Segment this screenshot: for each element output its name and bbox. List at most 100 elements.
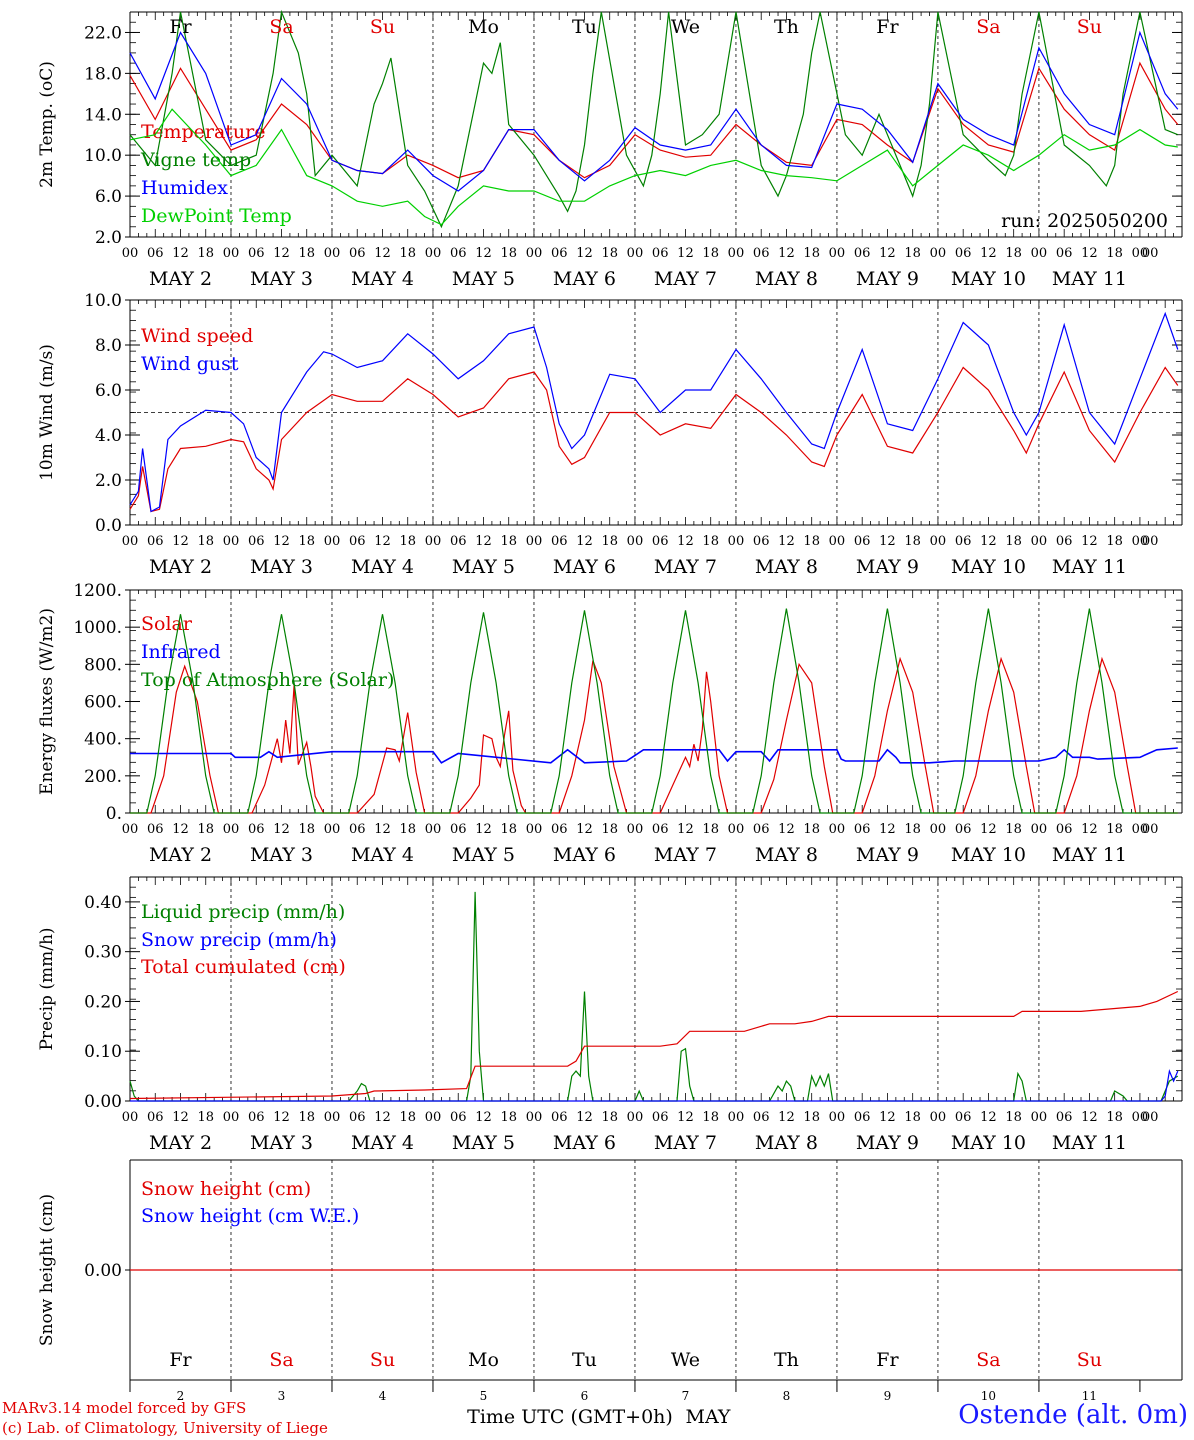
- x-tick-label: 00: [1132, 1110, 1149, 1125]
- station-name: Ostende (alt. 0m): [958, 1400, 1188, 1430]
- x-tick-label: 18: [1106, 1110, 1123, 1125]
- day-name-label: We: [671, 16, 700, 38]
- x-date-label: MAY 9: [856, 268, 919, 290]
- x-date-label: MAY 4: [351, 556, 414, 578]
- day-name-label: Tu: [572, 1349, 597, 1371]
- x-tick-label: 06: [854, 534, 871, 549]
- x-tick-label: 18: [803, 822, 820, 837]
- x-tick-label: 00: [122, 246, 139, 261]
- x-tick-label: 12: [374, 246, 391, 261]
- x-tick-label: 12: [879, 246, 896, 261]
- x-tick-label: 18: [399, 246, 416, 261]
- x-tick-label: 12: [1081, 822, 1098, 837]
- legend-entry: Top of Atmosphere (Solar): [141, 669, 394, 691]
- x-date-label: MAY 5: [452, 1132, 515, 1154]
- x-tick-label: 06: [854, 1110, 871, 1125]
- x-tick-label: 00: [930, 246, 947, 261]
- x-tick-label: 18: [399, 1110, 416, 1125]
- x-tick-label: 18: [500, 246, 517, 261]
- x-tick-label: 06: [349, 822, 366, 837]
- x-tick-label: 00: [223, 534, 240, 549]
- legend-entry: Total cumulated (cm): [141, 956, 346, 978]
- day-number-label: 6: [581, 1389, 589, 1403]
- day-name-label: Mo: [468, 16, 499, 38]
- x-tick-label: 00: [1132, 822, 1149, 837]
- x-tick-label: 00: [425, 1110, 442, 1125]
- x-tick-label: 00: [1031, 1110, 1048, 1125]
- x-tick-label: 18: [803, 246, 820, 261]
- x-tick-label: 18: [904, 534, 921, 549]
- y-tick-label: 2.0: [95, 228, 122, 248]
- x-tick-label: 06: [349, 534, 366, 549]
- x-date-label: MAY 8: [755, 1132, 818, 1154]
- x-tick-label: 00: [728, 1110, 745, 1125]
- x-tick-label: 18: [298, 534, 315, 549]
- x-tick-label: 18: [702, 534, 719, 549]
- series-line: [130, 608, 1178, 814]
- x-date-label: MAY 7: [654, 844, 717, 866]
- day-name-label: Sa: [976, 16, 1000, 38]
- x-tick-label: 18: [197, 822, 214, 837]
- x-tick-label: 12: [273, 822, 290, 837]
- x-date-label: MAY 2: [149, 268, 212, 290]
- x-tick-label: 00: [829, 822, 846, 837]
- x-tick-label: 18: [601, 822, 618, 837]
- day-name-label: Su: [1077, 1349, 1102, 1371]
- day-name-label: Fr: [169, 16, 192, 38]
- x-tick-label: 12: [374, 1110, 391, 1125]
- x-tick-label: 18: [601, 1110, 618, 1125]
- y-tick-label: 1000.: [73, 618, 122, 638]
- x-tick-label: 00: [122, 1110, 139, 1125]
- day-name-label: Sa: [269, 16, 293, 38]
- x-tick-label: 06: [551, 1110, 568, 1125]
- x-tick-label: 18: [197, 534, 214, 549]
- x-date-label: MAY 7: [654, 1132, 717, 1154]
- x-date-label: MAY 3: [250, 844, 313, 866]
- lab-credit-line: (c) Lab. of Climatology, University of L…: [2, 1419, 328, 1437]
- x-date-label: MAY 3: [250, 556, 313, 578]
- x-tick-label: 12: [374, 534, 391, 549]
- series-line: [129, 30, 1179, 192]
- x-tick-label: 18: [904, 822, 921, 837]
- x-date-label: MAY 6: [553, 1132, 616, 1154]
- x-tick-label: 00: [1031, 822, 1048, 837]
- x-date-label: MAY 5: [452, 556, 515, 578]
- x-tick-label: 00: [223, 246, 240, 261]
- day-name-label: We: [671, 1349, 700, 1371]
- legend-entry: Snow height (cm): [141, 1178, 311, 1200]
- x-tick-label: 00: [324, 1110, 341, 1125]
- x-tick-label: 12: [475, 822, 492, 837]
- day-name-label: Su: [1077, 16, 1102, 38]
- x-date-label: MAY 8: [755, 268, 818, 290]
- day-number-label: 2: [177, 1389, 185, 1403]
- x-date-label: MAY 2: [149, 1132, 212, 1154]
- x-tick-label: 00: [1142, 1110, 1159, 1125]
- x-tick-label: 18: [399, 822, 416, 837]
- x-tick-label: 06: [955, 822, 972, 837]
- x-tick-label: 12: [1081, 534, 1098, 549]
- y-tick-label: 6.0: [95, 187, 122, 207]
- x-tick-label: 18: [904, 1110, 921, 1125]
- day-number-label: 5: [480, 1389, 488, 1403]
- x-tick-label: 12: [980, 822, 997, 837]
- x-tick-label: 00: [1142, 246, 1159, 261]
- x-date-label: MAY 3: [250, 1132, 313, 1154]
- x-date-label: MAY 9: [856, 556, 919, 578]
- day-name-label: Sa: [976, 1349, 1000, 1371]
- x-tick-label: 00: [930, 822, 947, 837]
- legend-entry: Wind gust: [141, 353, 239, 375]
- x-tick-label: 00: [223, 1110, 240, 1125]
- x-tick-label: 12: [879, 534, 896, 549]
- x-tick-label: 00: [526, 1110, 543, 1125]
- legend-entry: Solar: [141, 613, 193, 635]
- day-name-label: Tu: [572, 16, 597, 38]
- x-tick-label: 00: [829, 534, 846, 549]
- x-tick-label: 06: [147, 534, 164, 549]
- x-tick-label: 06: [1056, 246, 1073, 261]
- x-tick-label: 18: [197, 246, 214, 261]
- x-tick-label: 18: [1005, 534, 1022, 549]
- x-tick-label: 12: [778, 246, 795, 261]
- x-tick-label: 12: [273, 1110, 290, 1125]
- legend-entry: Snow precip (mm/h): [141, 929, 337, 951]
- x-tick-label: 12: [879, 1110, 896, 1125]
